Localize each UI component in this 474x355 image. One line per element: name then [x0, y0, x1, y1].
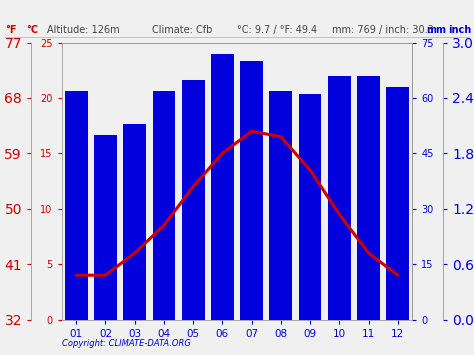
Text: °F: °F [5, 25, 16, 35]
Text: °C: °C [26, 25, 38, 35]
Text: mm: mm [427, 25, 447, 35]
Text: °C: 9.7 / °F: 49.4: °C: 9.7 / °F: 49.4 [237, 25, 317, 35]
Bar [211, 54, 234, 320]
Text: Climate: Cfb: Climate: Cfb [152, 25, 212, 35]
Bar [299, 94, 321, 320]
Bar [357, 76, 380, 320]
Bar [153, 91, 175, 320]
Bar [328, 76, 351, 320]
Bar [65, 91, 88, 320]
Text: inch: inch [448, 25, 471, 35]
Text: Altitude: 126m: Altitude: 126m [47, 25, 120, 35]
Bar [386, 87, 409, 320]
Bar [269, 91, 292, 320]
Bar [182, 80, 205, 320]
Bar [240, 61, 263, 320]
Text: Copyright: CLIMATE-DATA.ORG: Copyright: CLIMATE-DATA.ORG [62, 339, 191, 348]
Bar [123, 124, 146, 320]
Bar [94, 135, 117, 320]
Text: mm: 769 / inch: 30.3: mm: 769 / inch: 30.3 [332, 25, 434, 35]
